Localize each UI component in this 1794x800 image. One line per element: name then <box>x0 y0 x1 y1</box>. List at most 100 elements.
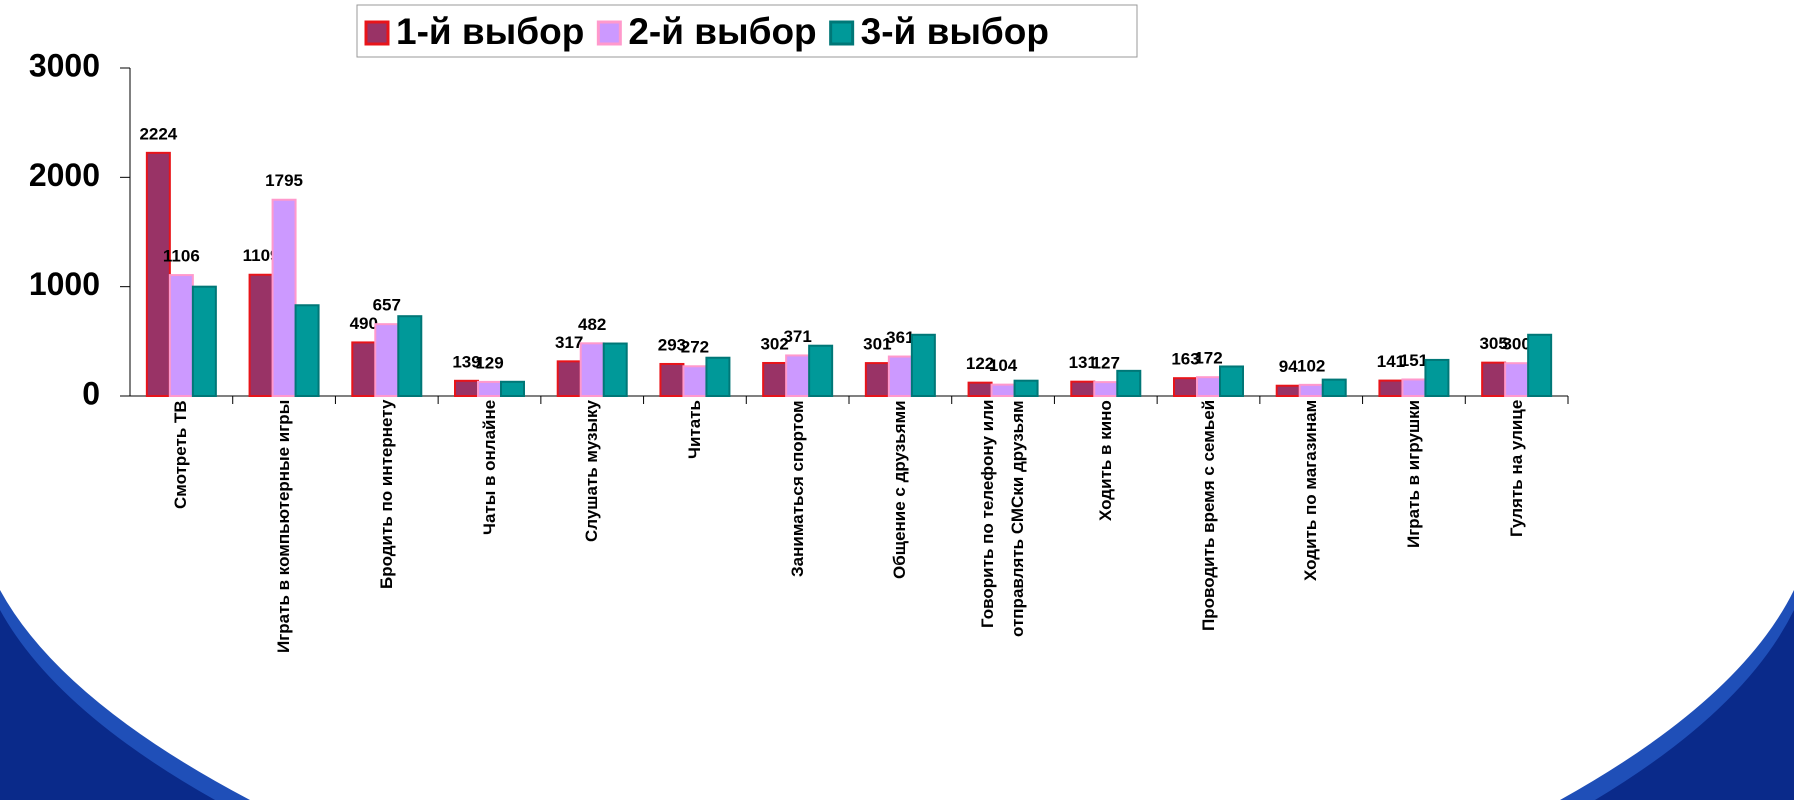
bar <box>1298 383 1324 397</box>
data-label: 317 <box>555 333 583 352</box>
x-tick-label-text: Говорить по телефону или отправлять СМСк… <box>978 400 1028 637</box>
bar <box>1093 381 1119 397</box>
bar <box>808 344 834 397</box>
bar <box>145 151 171 397</box>
legend-swatch <box>829 20 855 46</box>
data-label: 1109 <box>243 246 280 265</box>
x-tick-label-text: Проводить время с семьей <box>1198 400 1218 632</box>
bar <box>1173 377 1198 398</box>
legend-label: 3-й выбор <box>861 11 1049 52</box>
bar <box>271 198 297 397</box>
x-tick-label: Заниматься спортом <box>783 400 813 690</box>
bar <box>705 356 731 398</box>
legend-box <box>356 4 1138 58</box>
bar <box>168 274 194 397</box>
bar <box>1481 361 1507 397</box>
x-tick-label-text: Смотреть ТВ <box>171 400 191 509</box>
data-label: 361 <box>886 328 914 347</box>
data-label: 94 <box>1279 357 1298 376</box>
bar <box>785 354 811 398</box>
bar <box>1321 378 1347 398</box>
bar <box>1527 333 1553 398</box>
bar <box>1070 380 1096 398</box>
bar <box>1116 369 1142 397</box>
data-label: 657 <box>373 296 401 315</box>
data-label: 104 <box>989 356 1018 375</box>
x-tick-label: Смотреть ТВ <box>166 400 196 690</box>
data-label: 127 <box>1092 354 1120 373</box>
bar <box>1424 358 1450 398</box>
bar <box>864 362 890 397</box>
x-tick-label: Ходить по магазинам <box>1296 400 1326 690</box>
bar <box>602 342 628 397</box>
data-label: 163 <box>1171 350 1199 369</box>
decor-right-dark <box>1595 610 1794 800</box>
x-tick-label: Читать <box>680 400 710 690</box>
data-label: 151 <box>1400 351 1428 370</box>
legend-swatch <box>596 20 622 46</box>
bar <box>659 362 685 397</box>
bar <box>1219 365 1244 398</box>
x-tick-label: Гулять на улице <box>1502 400 1532 690</box>
bar <box>351 341 377 397</box>
data-label: 301 <box>863 335 891 354</box>
bar <box>191 285 217 397</box>
data-label: 1795 <box>265 171 303 190</box>
x-tick-label: Играть в компьютерные игры <box>269 400 299 690</box>
x-tick-label-text: Бродить по интернету <box>376 400 396 590</box>
bar <box>762 361 788 397</box>
bar <box>248 273 274 397</box>
x-tick-label-text: Гулять на улице <box>1506 400 1526 538</box>
x-tick-label: Играть в игрушки <box>1399 400 1429 690</box>
bar <box>1013 379 1039 397</box>
bar <box>990 383 1016 397</box>
x-tick-label-text: Чаты в онлайне <box>479 400 499 536</box>
bar <box>1196 376 1221 398</box>
y-tick-label: 3000 <box>29 47 100 83</box>
data-label: 172 <box>1194 349 1222 368</box>
x-tick-label-text: Играть в игрушки <box>1403 400 1423 549</box>
bar <box>1504 362 1530 398</box>
x-tick-label-text: Слушать музыку <box>582 400 602 542</box>
bar <box>500 380 525 397</box>
data-label: 122 <box>966 354 994 373</box>
data-label: 129 <box>475 353 503 372</box>
bar <box>579 342 605 397</box>
data-label: 305 <box>1479 334 1507 353</box>
data-label: 302 <box>760 334 788 353</box>
data-label: 490 <box>350 314 378 333</box>
y-tick-label: 0 <box>82 375 100 411</box>
bar <box>477 380 502 397</box>
x-tick-label: Ходить в кино <box>1091 400 1121 690</box>
x-tick-label: Общение с друзьями <box>885 400 915 690</box>
x-tick-label-text: Ходить по магазинам <box>1301 400 1321 582</box>
bar <box>556 360 582 398</box>
data-label: 139 <box>452 352 480 371</box>
x-tick-label-text: Общение с друзьями <box>890 400 910 579</box>
data-label: 300 <box>1502 335 1530 354</box>
y-tick-label: 2000 <box>29 157 100 193</box>
x-tick-label: Чаты в онлайне <box>475 400 505 690</box>
x-tick-label: Слушать музыку <box>577 400 607 690</box>
legend-swatch <box>364 20 390 46</box>
x-tick-label: Бродить по интернету <box>372 400 402 690</box>
x-tick-label-text: Заниматься спортом <box>787 400 807 577</box>
data-label: 272 <box>681 338 709 357</box>
data-label: 102 <box>1297 356 1325 375</box>
data-label: 482 <box>578 315 606 334</box>
data-label: 371 <box>783 327 811 346</box>
bar <box>294 304 320 397</box>
bar <box>1275 384 1301 397</box>
bar <box>397 315 423 398</box>
bar <box>682 365 708 397</box>
bar <box>1401 378 1427 397</box>
decor-left-dark <box>0 610 215 800</box>
x-tick-label-text: Играть в компьютерные игры <box>274 400 294 654</box>
bar <box>454 379 479 398</box>
data-label: 1106 <box>163 247 200 266</box>
data-label: 141 <box>1377 352 1405 371</box>
data-label: 293 <box>658 335 686 354</box>
data-label: 131 <box>1069 353 1097 372</box>
